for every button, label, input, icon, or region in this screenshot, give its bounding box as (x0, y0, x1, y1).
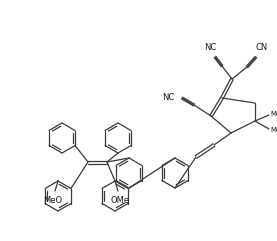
Text: OMe: OMe (111, 196, 130, 205)
Text: CN: CN (256, 43, 268, 52)
Text: NC: NC (204, 43, 216, 52)
Text: NC: NC (162, 94, 174, 102)
Text: Me: Me (270, 127, 277, 133)
Text: Me: Me (270, 111, 277, 117)
Text: MeO: MeO (43, 196, 63, 205)
